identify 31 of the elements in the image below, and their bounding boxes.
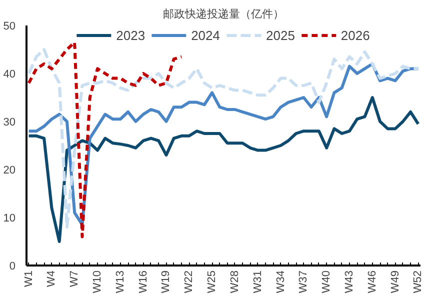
legend-label: 2026	[340, 28, 370, 42]
line-series	[27, 40, 184, 238]
x-tick-label: W34	[274, 270, 287, 294]
x-tick-label: W7	[68, 270, 81, 287]
x-tick-label: W37	[298, 270, 310, 294]
line-series	[27, 96, 420, 243]
legend-label: 2024	[191, 28, 220, 42]
y-tick-label: 30	[3, 116, 16, 128]
x-tick-label: W16	[137, 270, 150, 294]
x-tick-label: W25	[206, 270, 218, 294]
x-tick-label: W1	[22, 270, 35, 287]
x-tick-label: W49	[389, 270, 402, 294]
y-tick-label: 40	[3, 68, 16, 80]
x-tick-label: W10	[92, 270, 104, 294]
y-tick-label: 20	[3, 164, 16, 176]
x-tick-label: W4	[46, 270, 58, 287]
x-tick-label: W13	[114, 270, 126, 294]
chart-title: 邮政快递投递量（亿件）	[163, 8, 284, 20]
x-tick-label: W40	[320, 270, 333, 294]
x-tick-label: W43	[343, 270, 356, 294]
x-tick-label: W31	[252, 270, 264, 294]
x-tick-label: W46	[366, 270, 378, 294]
x-tick-label: W52	[412, 270, 424, 294]
x-tick-label: W22	[183, 270, 196, 294]
legend-label: 2023	[116, 28, 146, 42]
x-tick-label: W28	[228, 270, 241, 294]
y-tick-label: 0	[9, 260, 16, 272]
y-tick-label: 10	[3, 212, 16, 224]
y-tick-label: 50	[3, 20, 16, 32]
x-tick-label: W19	[160, 270, 172, 294]
legend-label: 2025	[266, 28, 295, 42]
